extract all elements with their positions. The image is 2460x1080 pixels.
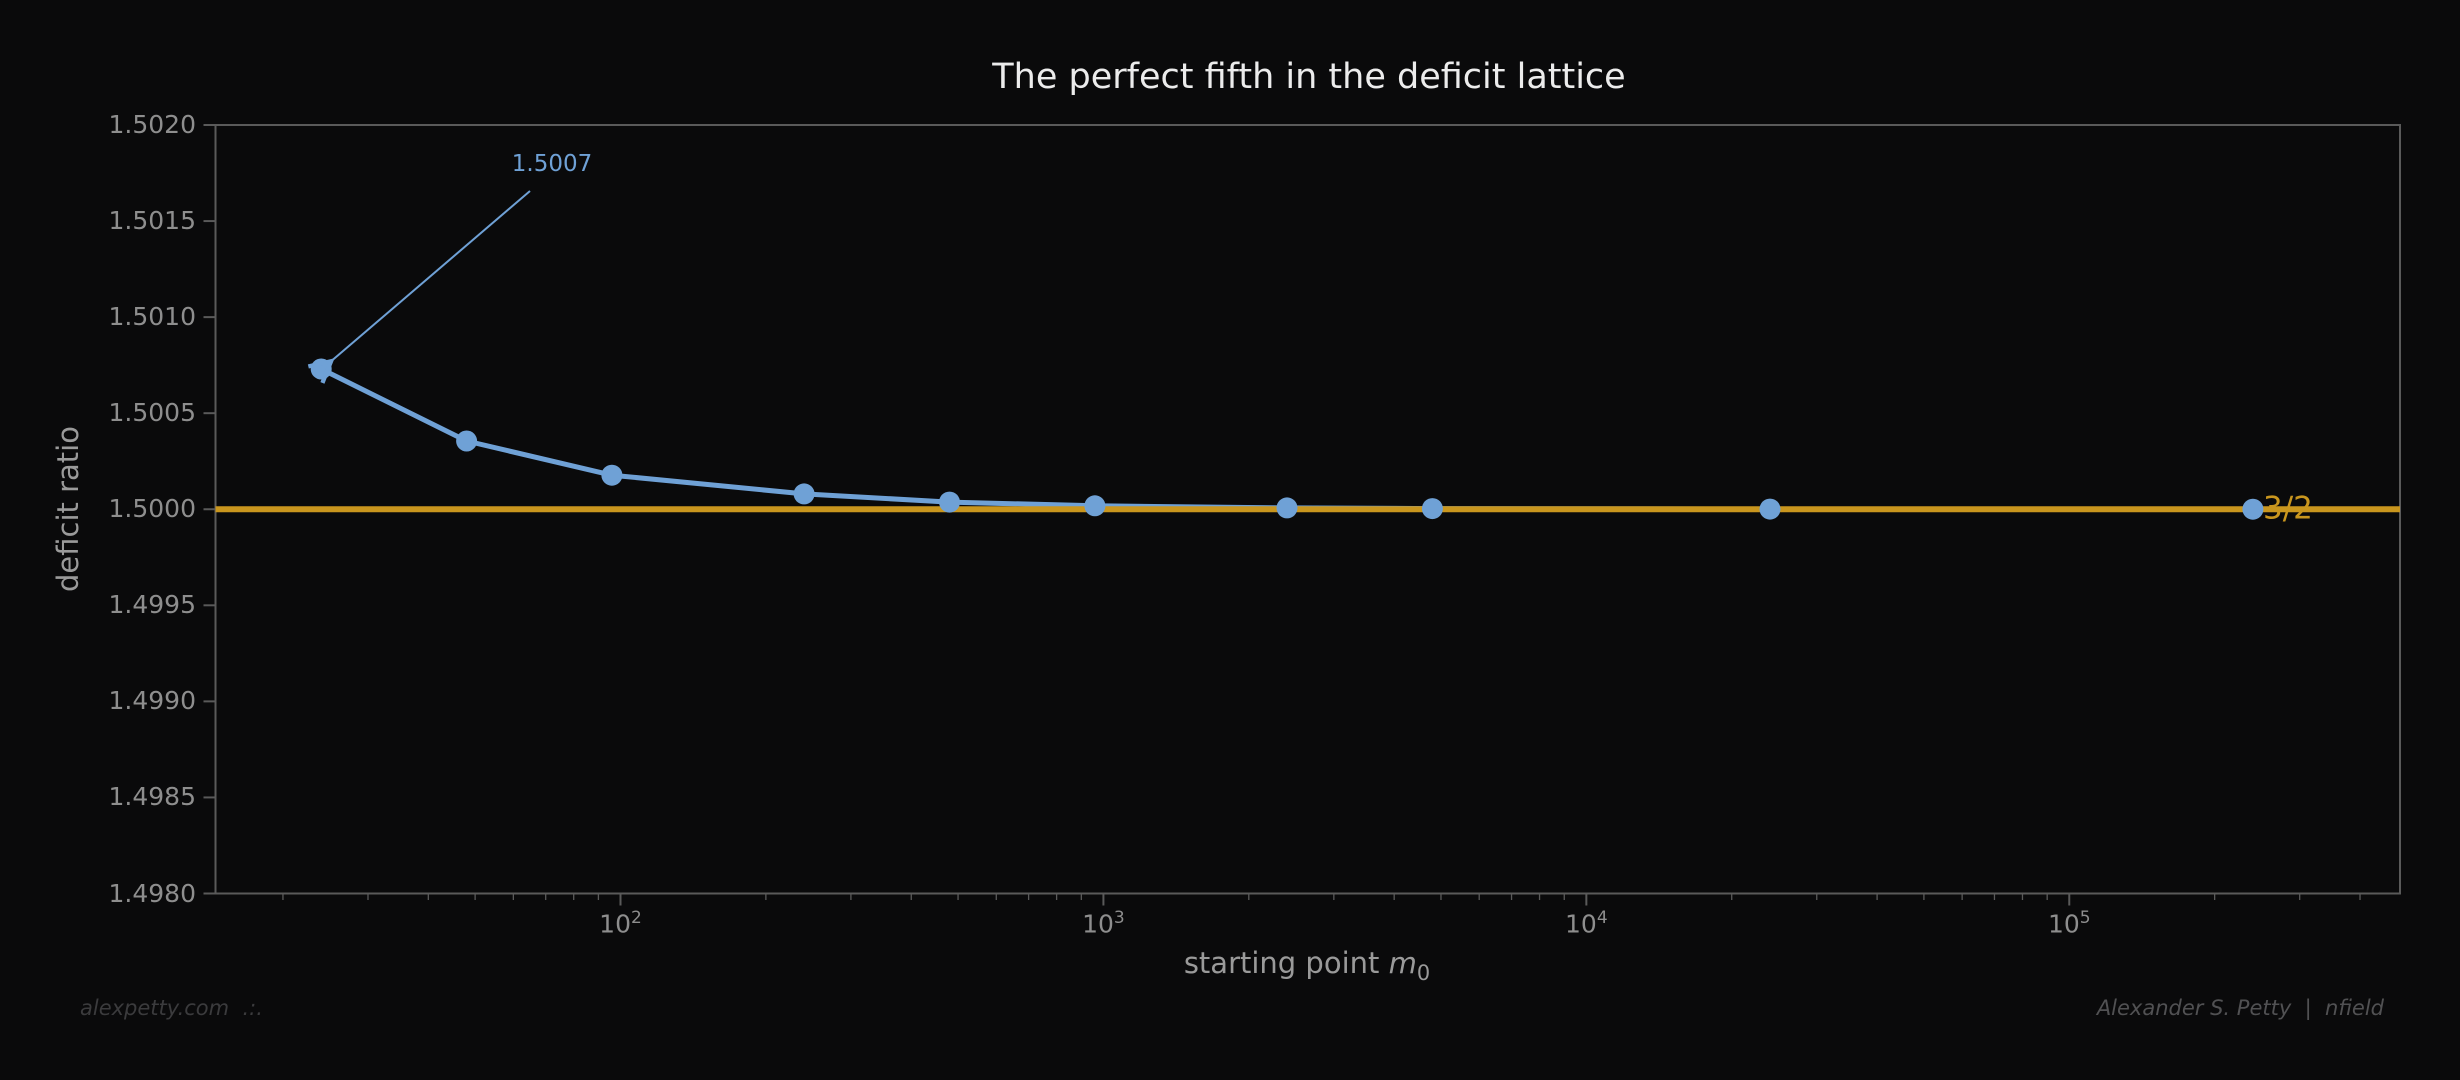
y-tick-label: 1.4995 [108, 590, 196, 620]
data-point [456, 430, 478, 452]
y-tick-label: 1.5015 [108, 206, 196, 236]
y-axis-label: deficit ratio [51, 426, 85, 592]
reference-line-label: 3/2 [2263, 490, 2313, 527]
data-point [1276, 497, 1298, 519]
x-tick-label: 103 [1082, 908, 1125, 938]
y-tick-label: 1.5020 [108, 110, 196, 139]
chart-title: The perfect fifth in the deficit lattice [992, 57, 1626, 97]
x-axis-label-subscript: 0 [1416, 960, 1431, 985]
data-point [793, 483, 815, 505]
x-tick-label: 104 [1565, 908, 1608, 938]
data-point [1421, 498, 1443, 520]
y-tick-label: 1.5000 [108, 494, 196, 524]
x-tick-base: 10 [1082, 909, 1114, 939]
x-tick-label: 102 [599, 908, 642, 938]
y-tick-label: 1.4990 [108, 686, 196, 716]
watermark-site: alexpetty.com .:. [80, 996, 263, 1020]
x-axis-label-text: starting point [1183, 946, 1389, 980]
y-tick-label: 1.4980 [108, 878, 196, 908]
data-point [2242, 498, 2264, 520]
data-point [939, 491, 960, 513]
y-tick-label: 1.5005 [108, 398, 196, 428]
x-axis-label: starting point m0 [1184, 946, 1430, 985]
series-line [318, 366, 2256, 512]
x-tick-base: 10 [1565, 909, 1597, 939]
x-tick-exponent: 2 [630, 908, 642, 928]
data-point [310, 358, 332, 380]
x-tick-exponent: 5 [2079, 908, 2091, 928]
x-tick-base: 10 [599, 909, 631, 939]
annotation-value-label: 1.5007 [511, 151, 593, 177]
data-point [1759, 498, 1781, 520]
x-tick-label: 105 [2048, 908, 2091, 938]
x-axis-label-math: m [1388, 946, 1417, 980]
y-tick-label: 1.4985 [108, 782, 196, 812]
y-tick-label: 1.5010 [108, 302, 196, 332]
x-tick-exponent: 3 [1113, 908, 1125, 928]
credit-author: Alexander S. Petty | nfield [2096, 996, 2384, 1020]
x-tick-exponent: 4 [1596, 908, 1608, 928]
annotation-arrow [330, 190, 531, 362]
x-tick-base: 10 [2047, 909, 2080, 939]
data-point [601, 464, 623, 486]
data-point [1084, 495, 1106, 517]
